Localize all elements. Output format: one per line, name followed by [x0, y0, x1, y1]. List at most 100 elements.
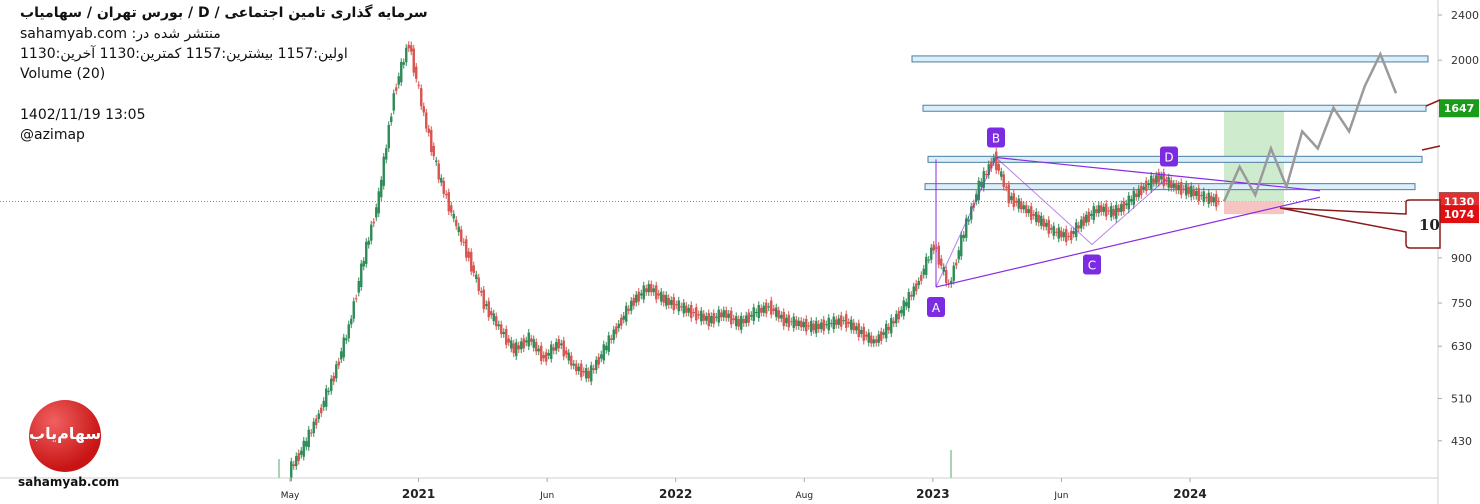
candle-body [302, 440, 305, 457]
candle-body [850, 319, 853, 330]
candle-body [760, 307, 763, 313]
candle-body [682, 302, 685, 314]
candle-body [732, 318, 735, 321]
candle-body [290, 461, 293, 478]
candle-body [415, 66, 418, 79]
candle-body [885, 323, 888, 339]
candle-body [880, 331, 883, 341]
candle-body [465, 239, 468, 258]
site-url[interactable]: sahamyab.com [18, 475, 120, 489]
candle-body [1122, 201, 1125, 212]
candle-body [822, 319, 825, 331]
candle-body [855, 326, 858, 331]
candle-body [622, 315, 625, 320]
candle-body [447, 192, 450, 212]
candle-body [835, 319, 838, 325]
candle-body [597, 356, 600, 365]
candle-body [1132, 190, 1135, 206]
candle-body [432, 145, 435, 157]
candle-body [1010, 196, 1013, 201]
candle-body [845, 314, 848, 328]
candle-body [460, 229, 463, 242]
candle-body [480, 290, 483, 293]
candle-body [1182, 188, 1185, 190]
candle-body [870, 335, 873, 344]
candle-body [925, 256, 928, 275]
candle-body [1062, 232, 1065, 238]
candle-body [535, 342, 538, 352]
candle-body [1115, 205, 1118, 219]
x-tick-label: Aug [795, 491, 813, 501]
candle-body [532, 339, 535, 348]
candle-body [402, 62, 405, 65]
pattern-point-marker [927, 297, 945, 318]
candle-body [367, 240, 370, 245]
candle-body [832, 316, 835, 330]
candle-body [550, 344, 553, 359]
candle-body [820, 322, 823, 330]
candle-body [1100, 205, 1103, 212]
candle-body [635, 294, 638, 303]
candle-body [667, 297, 670, 305]
candle-body [985, 173, 988, 176]
candle-body [882, 332, 885, 335]
candle-body [570, 355, 573, 366]
candle-body [1137, 188, 1140, 198]
candle-body [905, 302, 908, 307]
candle-body [552, 347, 555, 351]
candle-body [450, 205, 453, 213]
candle-body [1050, 227, 1053, 230]
candle-body [777, 310, 780, 319]
candle-body [327, 391, 330, 393]
candle-body [1142, 186, 1145, 190]
price-label-bg [1439, 99, 1479, 118]
pattern-point-label: A [932, 301, 941, 315]
candle-body [455, 219, 458, 227]
candle-body [1160, 175, 1163, 180]
candle-body [320, 407, 323, 414]
candle-body [355, 298, 358, 300]
candle-body [795, 319, 798, 327]
candle-body [372, 221, 375, 224]
candle-body [1042, 218, 1045, 227]
candle-body [605, 345, 608, 351]
candle-body [995, 151, 998, 171]
candle-body [482, 289, 485, 310]
candle-body [955, 262, 958, 266]
candle-body [527, 332, 530, 347]
candle-body [657, 293, 660, 296]
candle-body [672, 297, 675, 311]
candle-body [800, 320, 803, 328]
volume-indicator[interactable]: Volume (20) [20, 66, 106, 82]
candle-body [512, 343, 515, 354]
candle-body [1060, 230, 1063, 238]
candle-body [805, 319, 808, 332]
candle-body [435, 160, 438, 163]
candle-body [522, 338, 525, 349]
pattern-point-marker [1083, 254, 1101, 275]
candle-body [582, 371, 585, 373]
candle-body [807, 325, 810, 327]
candle-body [430, 129, 433, 152]
candle-body [780, 314, 783, 319]
candle-body [665, 294, 668, 306]
candle-body [1067, 235, 1070, 237]
candle-body [970, 206, 973, 220]
candle-body [705, 316, 708, 321]
candle-body [1112, 209, 1115, 216]
pattern-point-label: D [1164, 151, 1173, 165]
candle-body [1215, 194, 1218, 207]
y-tick-label: 630 [1451, 340, 1472, 353]
candle-body [1172, 183, 1175, 188]
candle-body [745, 315, 748, 324]
candle-body [407, 44, 410, 49]
projection-path [1222, 50, 1398, 203]
candle-body [462, 241, 465, 243]
candle-body [337, 361, 340, 366]
candle-body [347, 324, 350, 339]
candle-body [1157, 172, 1160, 183]
candle-body [630, 300, 633, 311]
candle-body [467, 251, 470, 258]
candle-body [895, 313, 898, 324]
